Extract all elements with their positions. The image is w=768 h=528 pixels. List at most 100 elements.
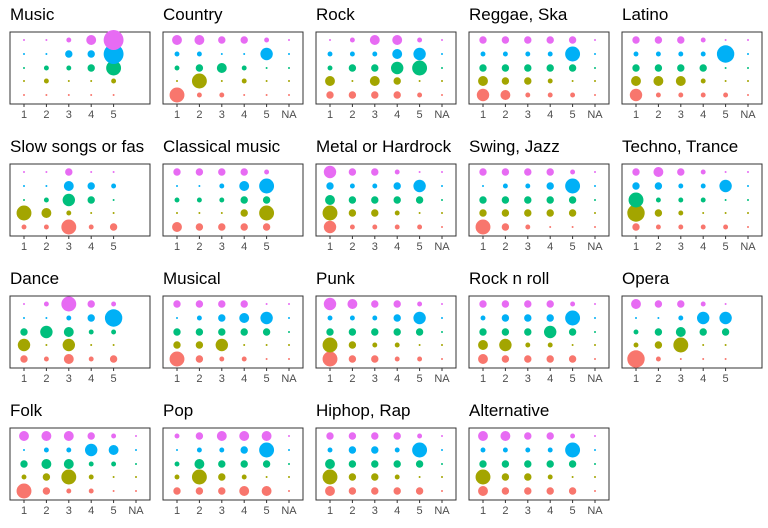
panel-11: Musical 1 2 3 4 5 NA: [162, 269, 304, 385]
bubble-series-5-5: [417, 37, 423, 43]
panel-area: [315, 427, 457, 501]
x-tick-label: 4: [88, 241, 94, 253]
x-tick-label: 5: [264, 373, 270, 385]
bubble-series-5-NA: [288, 435, 290, 437]
bubble-series-1-2: [655, 356, 661, 362]
bubble-series-5-3: [218, 300, 226, 308]
bubble-series-3-4: [546, 460, 554, 468]
bubble-series-1-1: [326, 91, 334, 99]
bubble-series-4-NA: [441, 317, 443, 319]
panel-13: Rock n roll 1 2 3 4 5 NA: [468, 269, 610, 385]
bubble-series-4-5: [260, 47, 273, 61]
panel-title: Dance: [10, 269, 59, 288]
bubble-series-1-5: [112, 94, 115, 96]
bubble-series-4-3: [678, 51, 684, 57]
bubble-series-2-1: [176, 80, 178, 82]
bubble-series-3-2: [501, 460, 510, 468]
x-tick-label: 1: [327, 109, 333, 121]
bubble-series-3-NA: [135, 463, 137, 465]
bubble-series-5-5: [417, 433, 423, 439]
bubble-series-3-4: [241, 65, 247, 71]
bubble-series-1-3: [678, 92, 684, 98]
bubble-series-2-2: [41, 208, 52, 218]
bubble-series-2-1: [23, 80, 25, 82]
bubble-series-2-5: [418, 344, 421, 346]
bubble-series-5-4: [393, 432, 401, 440]
bubble-series-1-1: [20, 355, 28, 363]
bubble-series-2-2: [654, 209, 663, 217]
panel-0: Music 1 2 3 4 5: [9, 5, 151, 121]
bubble-series-4-4: [547, 447, 553, 453]
bubble-series-4-3: [219, 183, 225, 189]
bubble-series-5-3: [218, 36, 226, 44]
x-tick-label: 4: [700, 109, 706, 121]
x-tick-label: 3: [219, 241, 225, 253]
bubble-series-2-5: [724, 80, 727, 82]
bubble-series-3-3: [63, 459, 74, 469]
bubble-series-3-3: [678, 197, 684, 203]
bubble-series-4-1: [23, 185, 25, 187]
bubble-series-5-4: [393, 300, 401, 308]
bubble-series-4-5: [103, 44, 124, 64]
panel-area: [621, 295, 763, 369]
bubble-series-1-3: [371, 355, 379, 363]
bubble-series-1-NA: [135, 490, 137, 492]
x-tick-label: 3: [525, 373, 531, 385]
x-tick-label: NA: [434, 373, 450, 385]
bubble-series-4-3: [218, 314, 226, 322]
bubble-series-1-1: [478, 486, 488, 496]
x-tick-label: 5: [570, 109, 576, 121]
bubble-series-2-2: [351, 80, 354, 82]
bubble-series-5-NA: [288, 303, 290, 305]
bubble-series-2-5: [112, 212, 115, 214]
bubble-series-4-1: [327, 447, 333, 453]
bubble-series-2-3: [215, 338, 228, 352]
bubble-series-1-5: [109, 355, 118, 363]
bubble-series-4-4: [87, 314, 95, 322]
bubble-series-2-3: [61, 469, 77, 485]
bubble-series-4-1: [327, 315, 333, 321]
bubble-series-3-5: [568, 328, 577, 336]
panel-title: Folk: [10, 401, 43, 420]
bubble-series-1-5: [571, 226, 574, 228]
x-tick-label: 4: [700, 241, 706, 253]
bubble-series-2-5: [418, 476, 421, 478]
bubble-series-4-5: [413, 179, 426, 193]
bubble-series-2-2: [195, 341, 204, 349]
bubble-series-4-4: [700, 183, 706, 189]
bubble-series-1-5: [568, 355, 577, 363]
bubble-series-4-4: [394, 447, 400, 453]
bubble-series-5-1: [632, 168, 640, 176]
bubble-series-3-4: [393, 460, 401, 468]
bubble-series-2-3: [62, 338, 75, 352]
bubble-series-3-3: [63, 327, 74, 337]
panel-1: Country 1 2 3 4 5 NA: [162, 5, 304, 121]
panel-2: Rock 1 2 3 4 5 NA: [315, 5, 457, 121]
bubble-series-3-3: [524, 460, 532, 468]
bubble-series-5-3: [216, 431, 227, 441]
x-tick-label: 2: [349, 241, 355, 253]
bubble-series-5-5: [724, 39, 727, 41]
bubble-series-3-4: [87, 196, 95, 204]
bubble-series-4-2: [45, 317, 48, 319]
bubble-series-3-5: [724, 199, 727, 201]
bubble-series-2-1: [322, 337, 338, 353]
bubble-series-5-NA: [594, 39, 596, 41]
bubble-series-2-1: [627, 204, 645, 222]
bubble-series-1-5: [415, 487, 424, 495]
bubble-series-4-3: [678, 315, 684, 321]
bubble-series-1-3: [679, 358, 682, 360]
bubble-series-5-NA: [747, 171, 749, 173]
bubble-series-4-1: [23, 53, 25, 55]
bubble-series-4-4: [87, 50, 95, 58]
x-tick-label: 2: [196, 373, 202, 385]
bubble-series-5-1: [173, 168, 181, 176]
panel-area: [9, 295, 151, 369]
bubble-series-1-1: [169, 87, 185, 103]
x-tick-label: 2: [43, 505, 49, 517]
bubble-series-1-3: [218, 223, 226, 231]
bubble-series-2-1: [633, 342, 639, 348]
bubble-series-2-4: [547, 342, 553, 348]
x-tick-label: NA: [434, 505, 450, 517]
x-tick-label: 3: [678, 373, 684, 385]
